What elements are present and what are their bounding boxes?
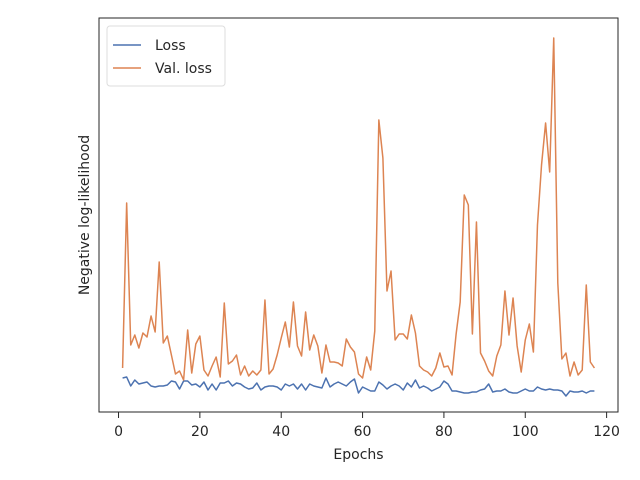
legend-label: Loss [155,38,186,54]
x-tick-label: 0 [114,424,123,440]
x-tick-label: 60 [354,424,372,440]
legend-label: Val. loss [155,61,212,77]
x-tick-label: 120 [593,424,620,440]
data-line [122,376,595,397]
x-tick-label: 80 [435,424,453,440]
x-axis-label: Epochs [333,447,383,463]
x-tick-label: 20 [191,424,209,440]
data-line [121,37,596,381]
x-tick-label: 100 [512,424,539,440]
x-tick-label: 40 [272,424,290,440]
y-axis-label: Negative log-likelihood [77,135,93,295]
legend-box [106,25,226,87]
plot-frame [98,17,619,413]
